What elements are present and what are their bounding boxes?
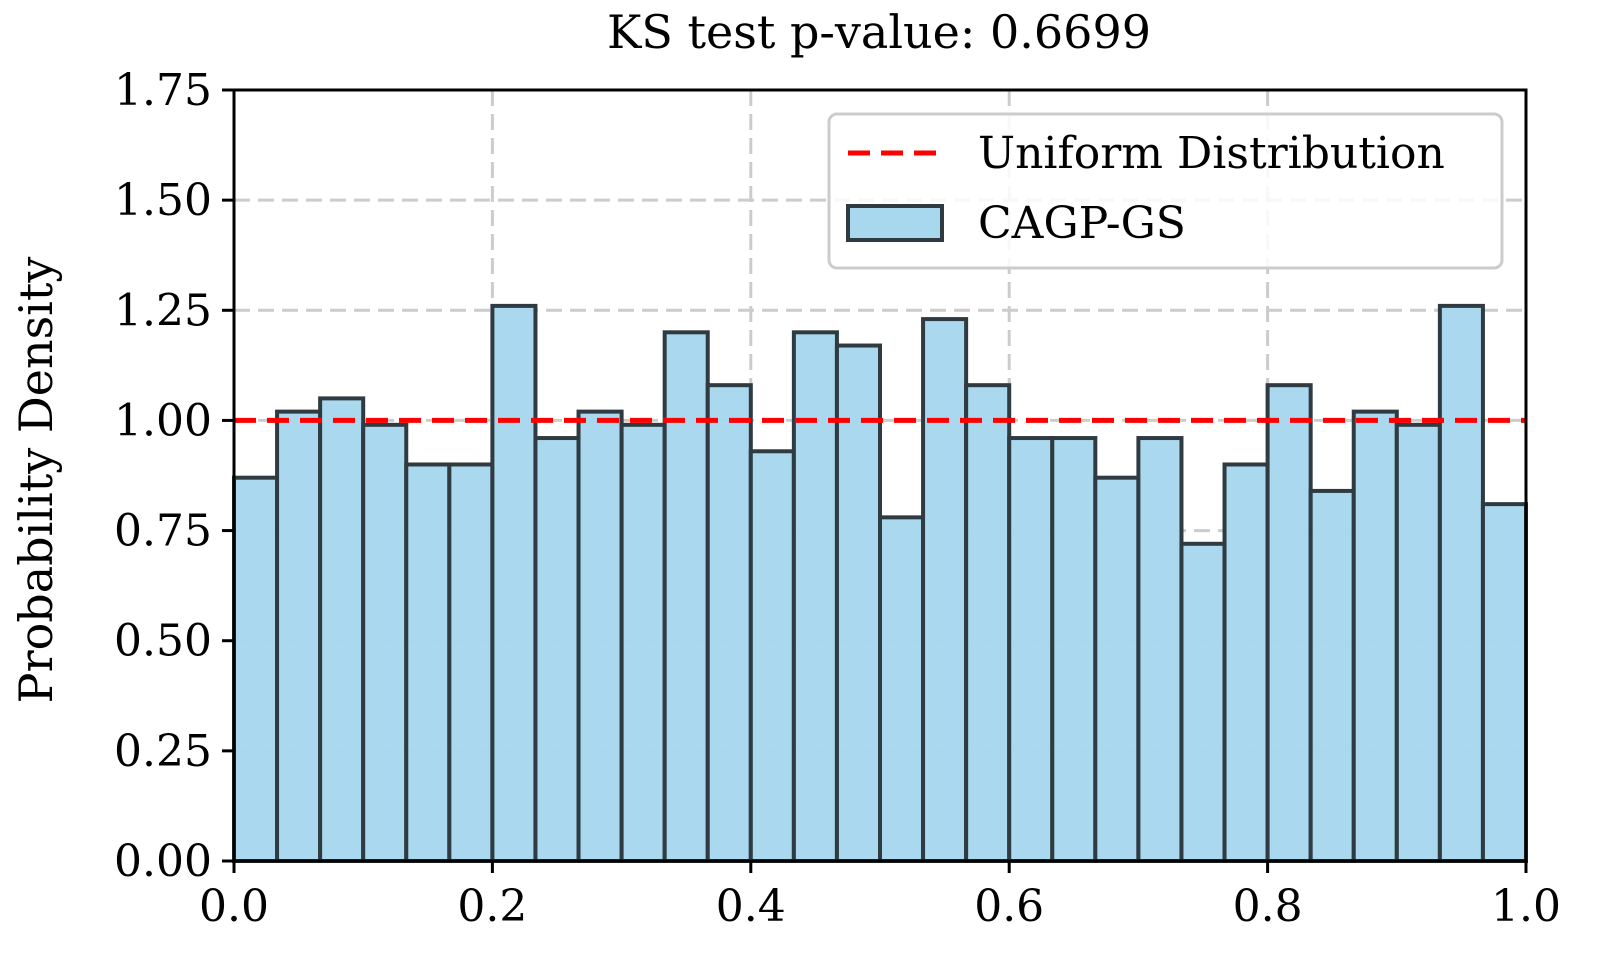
histogram-bar-4 — [404, 462, 452, 863]
histogram-bar-12 — [748, 449, 796, 863]
histogram-bar-13 — [791, 330, 839, 864]
y-tick-label-4: 1.00 — [114, 395, 212, 446]
histogram-bar-9 — [619, 422, 667, 863]
histogram-bar-19 — [1050, 436, 1098, 863]
histogram-bar-22 — [1179, 541, 1227, 863]
legend-uniform-label: Uniform Distribution — [978, 128, 1445, 179]
chart-title: KS test p-value: 0.6699 — [607, 5, 1151, 59]
histogram-bar-21 — [1136, 436, 1184, 863]
histogram-bar-5 — [447, 462, 495, 863]
histogram-bar-28 — [1437, 303, 1485, 863]
x-tick-label-2: 0.4 — [716, 881, 786, 932]
y-tick-label-7: 1.75 — [114, 65, 212, 116]
x-tick-label-3: 0.6 — [974, 881, 1044, 932]
axes-frame — [232, 88, 1528, 863]
histogram-bar-26 — [1351, 409, 1399, 863]
x-tick-label-4: 0.8 — [1233, 881, 1303, 932]
histogram-bar-1 — [275, 409, 323, 863]
histogram-bar-24 — [1265, 383, 1313, 863]
histogram-bar-15 — [878, 515, 926, 864]
histogram-bar-29 — [1480, 502, 1529, 863]
y-axis-label: Probability Density — [9, 257, 63, 704]
histogram-bar-0 — [232, 475, 280, 863]
histogram-bar-25 — [1308, 488, 1356, 863]
x-tick-label-1: 0.2 — [457, 881, 527, 932]
x-tick-label-0: 0.0 — [199, 881, 269, 932]
histogram-bar-3 — [361, 422, 409, 863]
legend-box — [827, 112, 1504, 270]
histogram-bar-14 — [834, 343, 883, 863]
histogram-bar-2 — [318, 396, 366, 863]
histogram-bar-23 — [1222, 462, 1270, 863]
y-tick-label-0: 0.00 — [114, 836, 212, 887]
y-tick-label-2: 0.50 — [114, 616, 212, 667]
histogram-bar-20 — [1093, 475, 1141, 863]
histogram-bar-10 — [662, 330, 710, 864]
histogram-bar-8 — [576, 409, 624, 863]
histogram-bar-16 — [921, 317, 969, 863]
histogram-bar-11 — [705, 383, 753, 863]
legend-histogram-label: CAGP-GS — [978, 198, 1186, 249]
histogram-bar-6 — [490, 303, 538, 863]
y-tick-label-6: 1.50 — [114, 175, 212, 226]
y-tick-label-5: 1.25 — [114, 285, 212, 336]
x-tick-label-5: 1.0 — [1491, 881, 1561, 932]
axis-ticks: 0.0 0.2 0.4 0.6 0.8 1.0 0.00 0.25 0.50 0.75 1.00 1.… — [114, 65, 1561, 932]
legend: Uniform Distribution CAGP-GS — [827, 112, 1504, 270]
histogram-bar-7 — [533, 436, 581, 863]
legend-histogram-swatch — [846, 204, 944, 242]
y-tick-label-1: 0.25 — [114, 726, 212, 777]
histogram-bar-27 — [1394, 422, 1442, 863]
histogram-bars — [232, 303, 1529, 864]
histogram-bar-17 — [964, 383, 1012, 863]
histogram-bar-18 — [1007, 436, 1055, 863]
y-tick-label-3: 0.75 — [114, 506, 212, 557]
